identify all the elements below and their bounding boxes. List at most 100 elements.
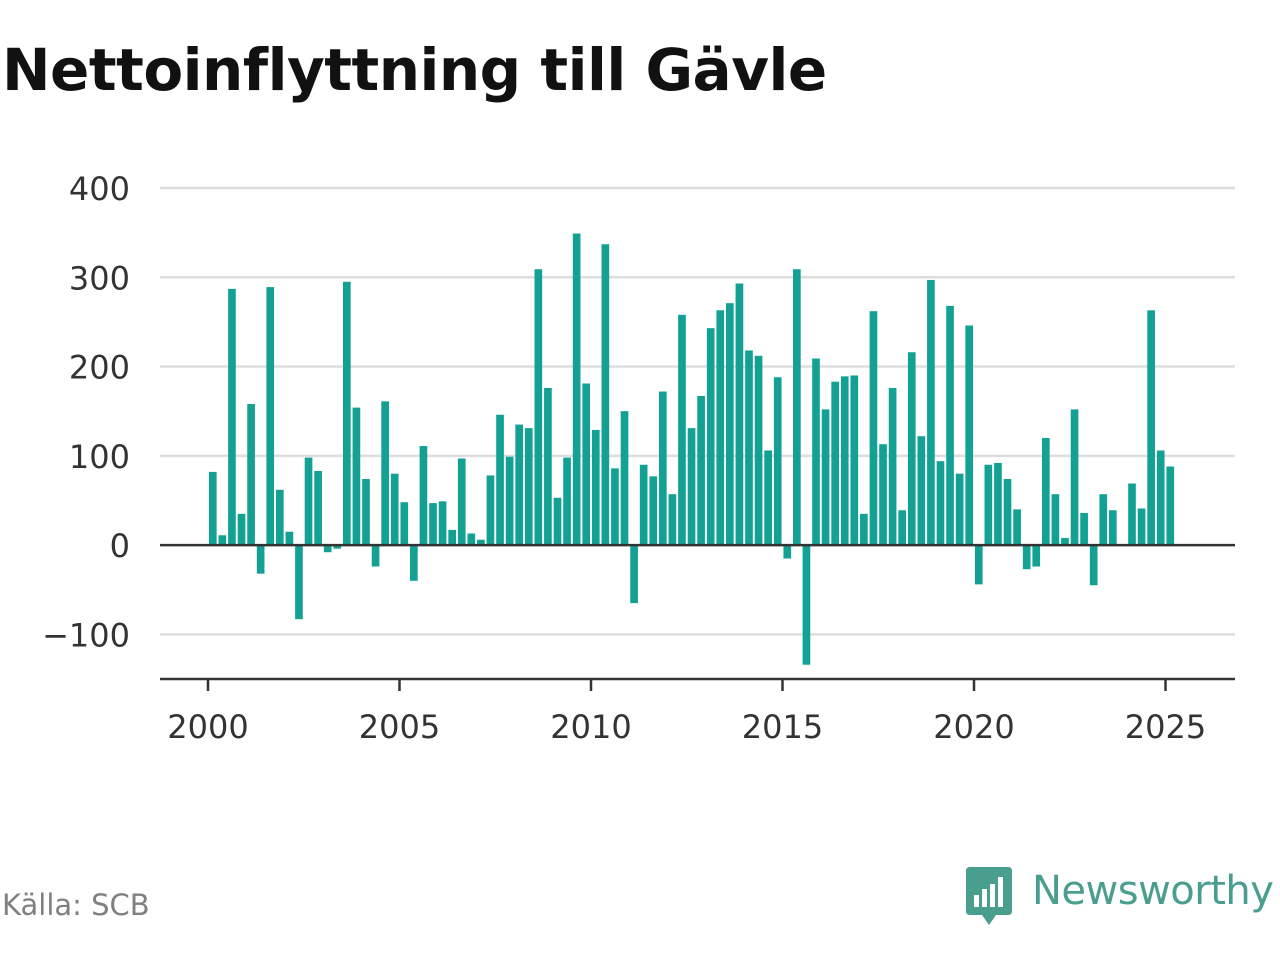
bar [343, 281, 351, 546]
bar [410, 545, 418, 581]
bar [821, 409, 830, 546]
bar [323, 545, 332, 553]
bar [304, 457, 313, 546]
bar [984, 464, 993, 546]
y-tick-label: 400 [69, 170, 130, 208]
bar [1041, 437, 1050, 546]
bar [496, 414, 504, 546]
bar [457, 458, 466, 546]
bar [630, 545, 638, 604]
bar [400, 502, 409, 546]
bar [275, 489, 284, 546]
x-tick-label: 2025 [1125, 708, 1206, 746]
brand-logo[interactable]: Newsworthy [964, 864, 1274, 928]
bar [1022, 545, 1031, 570]
bar [381, 401, 389, 546]
bar [955, 473, 964, 546]
bar [228, 288, 236, 546]
bar [965, 325, 974, 546]
bar [783, 545, 792, 559]
x-tick-label: 2010 [550, 708, 631, 746]
bar [1089, 545, 1098, 586]
x-axis-labels: 2000 2005 2010 2015 2020 2025 [167, 679, 1206, 746]
bar [946, 305, 954, 546]
bar [256, 545, 265, 574]
bar [1013, 509, 1021, 546]
axes [160, 543, 1235, 681]
bar [524, 428, 533, 546]
bar [802, 545, 811, 665]
bar [1080, 512, 1088, 546]
bar [390, 473, 399, 546]
bar [658, 391, 667, 546]
bar [371, 545, 380, 567]
brand-name: Newsworthy [1032, 868, 1274, 914]
y-tick-label: 0 [110, 527, 130, 565]
bar [1051, 494, 1060, 546]
y-tick-label: 100 [69, 438, 130, 476]
bar [362, 479, 370, 546]
bar [515, 424, 524, 546]
bar [793, 269, 801, 546]
bar [1003, 479, 1012, 546]
bar [639, 464, 648, 546]
bar [1137, 508, 1146, 546]
bar [534, 269, 543, 546]
x-tick-label: 2015 [742, 708, 823, 746]
bar [917, 436, 926, 546]
bar [333, 545, 342, 549]
bar [486, 475, 495, 546]
y-tick-label: 200 [69, 349, 130, 387]
bar [850, 375, 859, 546]
bar [1061, 537, 1069, 546]
bar [754, 355, 763, 546]
bar [448, 529, 456, 546]
bar [840, 376, 849, 546]
bar [860, 513, 868, 546]
bar [1156, 450, 1165, 546]
bar [553, 497, 562, 546]
bar [831, 381, 839, 546]
bar [869, 311, 878, 546]
bar [620, 411, 629, 546]
source-note: Källa: SCB [2, 888, 150, 922]
bar [467, 533, 476, 546]
bar [544, 387, 552, 546]
bar [773, 377, 782, 546]
bar [247, 404, 255, 546]
bar [716, 310, 725, 546]
bar [429, 503, 437, 546]
chart-title: Nettoinflyttning till Gävle [2, 36, 827, 104]
bar [974, 545, 983, 585]
x-tick-label: 2000 [167, 708, 248, 746]
bar [745, 350, 753, 546]
bar [726, 303, 734, 546]
bar [438, 501, 447, 546]
bar [687, 428, 696, 546]
x-tick-label: 2020 [933, 708, 1014, 746]
bar [611, 468, 619, 546]
bar [1070, 409, 1079, 546]
bar [706, 328, 715, 546]
bar [898, 510, 907, 546]
y-tick-label: 300 [69, 259, 130, 297]
bar [218, 535, 227, 546]
bar [994, 462, 1002, 546]
bar [1032, 545, 1041, 567]
y-tick-label: −100 [42, 616, 130, 654]
bar [1166, 466, 1175, 546]
bar [735, 283, 744, 546]
bar [601, 244, 610, 546]
bar [907, 352, 916, 546]
bar [266, 287, 275, 546]
bar [649, 476, 658, 546]
bar [812, 358, 820, 546]
bar [879, 444, 887, 546]
bar [295, 545, 303, 620]
bar [888, 387, 897, 546]
bar [1109, 510, 1117, 546]
bar [582, 383, 591, 546]
bar [678, 314, 686, 546]
bar [591, 429, 600, 546]
newsworthy-logo-icon [966, 867, 1012, 925]
